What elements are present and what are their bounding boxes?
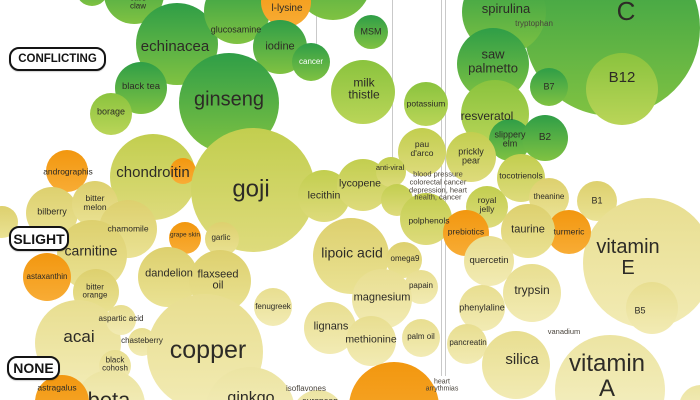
bubble-vitamin-a[interactable]: [555, 335, 665, 400]
bubble-b7[interactable]: [530, 68, 568, 106]
bubble-fenugreek[interactable]: [254, 288, 292, 326]
hanger-line: [445, 0, 446, 376]
bubble-noni[interactable]: [349, 362, 439, 400]
bubble-top-left-small[interactable]: [76, 0, 108, 6]
bubble-borage[interactable]: [90, 93, 132, 135]
band-label-none: NONE: [7, 356, 60, 380]
bubble-astaxanthin[interactable]: [23, 253, 71, 301]
band-label-conflicting: CONFLICTING: [9, 47, 106, 71]
bubble-corner[interactable]: [679, 385, 700, 400]
band-label-slight: SLIGHT: [9, 226, 69, 251]
bubble-b12[interactable]: [586, 53, 658, 125]
bubble-prickly-pear[interactable]: [446, 132, 496, 182]
hanger-line: [316, 0, 317, 78]
bubble-trypsin[interactable]: [503, 264, 561, 322]
bubble-palm-oil[interactable]: [402, 319, 440, 357]
bubble-msm[interactable]: [354, 15, 388, 49]
bubble-aspartic-acid[interactable]: [106, 305, 136, 335]
bubble-silica[interactable]: [482, 331, 550, 399]
bubble-quercetin[interactable]: [464, 236, 514, 286]
hanger-line: [441, 0, 442, 376]
bubble-pau-darco[interactable]: [398, 128, 446, 176]
bubble-pancreatin[interactable]: [447, 324, 487, 364]
vanadium-label: vanadium: [547, 327, 581, 337]
bubble-b5[interactable]: [626, 282, 678, 334]
bubble-european-bubble[interactable]: [292, 390, 344, 400]
bubble-anti-viral[interactable]: [376, 157, 406, 187]
bubble-b2[interactable]: [522, 115, 568, 161]
bubble-milk-thistle[interactable]: [331, 60, 395, 124]
bubble-methionine[interactable]: [346, 316, 396, 366]
bubble-cancer[interactable]: [292, 43, 330, 81]
bubble-potassium[interactable]: [404, 82, 448, 126]
bubble-phenylaline[interactable]: [459, 285, 505, 331]
